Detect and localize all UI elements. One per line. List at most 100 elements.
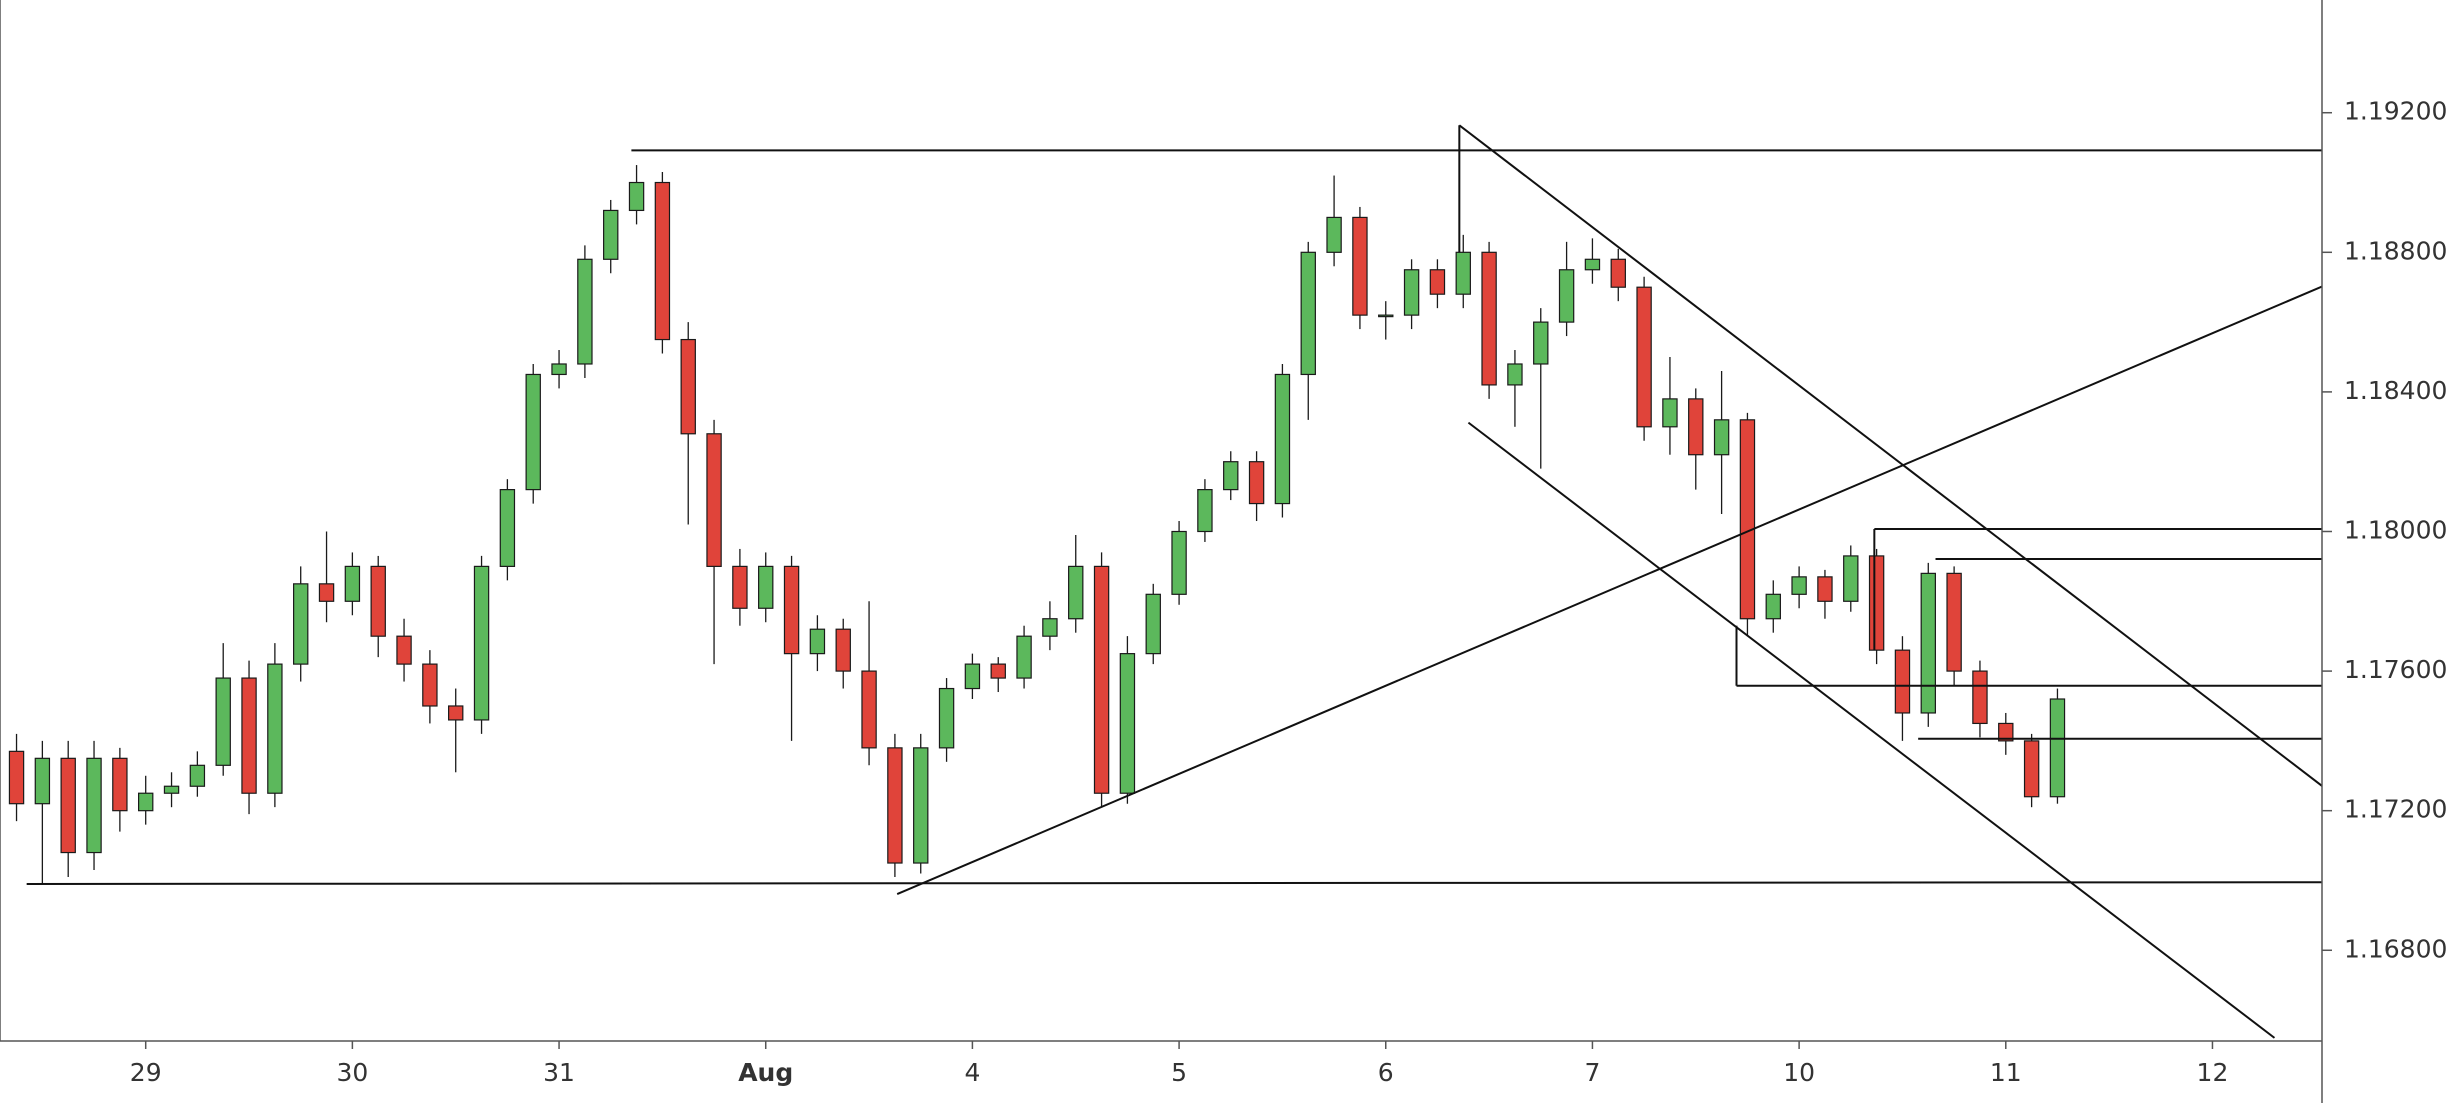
candle-body — [1326, 216, 1342, 253]
candle-body — [1739, 419, 1756, 620]
candle-body — [628, 181, 645, 212]
candle-body — [1429, 269, 1446, 295]
candle-body — [34, 757, 51, 805]
candle-body — [396, 635, 412, 665]
candle-body — [1972, 670, 1988, 725]
candle-body — [835, 628, 851, 672]
candle-body — [448, 705, 464, 721]
candle-body — [1507, 363, 1523, 386]
candle-body — [1093, 565, 1110, 794]
candle-body — [1843, 555, 1859, 602]
x-tick-label: 5 — [1171, 1058, 1187, 1087]
x-tick-label: 12 — [2197, 1058, 2229, 1087]
candle-body — [1533, 321, 1549, 365]
candle-body — [267, 663, 283, 794]
candle-body — [318, 583, 335, 602]
y-tick-label: 1.16800 — [2344, 934, 2447, 963]
candle-body — [2023, 740, 2040, 798]
trend-line — [26, 881, 2322, 885]
candle-body — [1145, 593, 1161, 655]
x-tick-label: 31 — [543, 1058, 575, 1087]
candle-body — [344, 565, 361, 602]
candle-body — [1248, 461, 1265, 505]
candle-body — [1016, 635, 1032, 679]
candle-body — [1688, 398, 1704, 456]
x-tick-label: 7 — [1584, 1058, 1600, 1087]
candle-body — [2049, 698, 2066, 798]
candle-body — [215, 677, 231, 766]
y-tick-label: 1.18000 — [2344, 515, 2447, 544]
candle-body — [1274, 373, 1291, 505]
candle-body — [473, 565, 490, 721]
x-tick-label: 29 — [130, 1058, 162, 1087]
x-tick-label: Aug — [738, 1058, 793, 1087]
candle-body — [1068, 565, 1084, 620]
y-tick-label: 1.17600 — [2344, 655, 2447, 684]
candle-body — [758, 565, 774, 609]
y-tick-label: 1.18400 — [2344, 376, 2447, 405]
candle-body — [706, 433, 722, 567]
y-tick-label: 1.18800 — [2344, 236, 2447, 265]
candle-body — [189, 764, 206, 787]
candle-body — [680, 338, 696, 435]
candle-body — [913, 747, 929, 864]
candle-body — [964, 663, 981, 690]
candle-body — [1197, 489, 1213, 533]
candle-body — [60, 757, 76, 854]
x-tick-label: 11 — [1990, 1058, 2022, 1087]
candle-body — [241, 677, 257, 794]
candle-body — [861, 670, 877, 749]
candle-body — [1765, 593, 1781, 620]
candle-body — [887, 747, 903, 864]
x-tick-label: 30 — [336, 1058, 368, 1087]
candle-body — [1455, 251, 1471, 295]
candle-body — [1584, 258, 1601, 271]
plot-area — [8, 124, 2322, 1039]
candle-body — [1920, 572, 1936, 714]
candle-body — [86, 757, 102, 854]
x-tick-label: 6 — [1378, 1058, 1394, 1087]
candle-body — [990, 663, 1006, 679]
candle-body — [499, 489, 516, 567]
candle-body — [809, 628, 826, 655]
candle-body — [938, 687, 955, 749]
candle-body — [1042, 618, 1058, 637]
candle-body — [732, 565, 748, 609]
candle-body — [163, 785, 180, 794]
candle-body — [783, 565, 800, 655]
candle-body — [1817, 576, 1833, 602]
candle-body — [293, 583, 309, 665]
candle-body — [1636, 286, 1652, 428]
trend-line — [1467, 421, 2276, 1039]
candle-body — [603, 209, 619, 260]
candle-body — [1610, 258, 1626, 288]
trend-line — [1458, 124, 2322, 787]
candle-body — [1894, 649, 1911, 714]
candle-body — [1403, 269, 1420, 316]
x-tick-label: 4 — [964, 1058, 980, 1087]
candle-body — [1662, 398, 1678, 428]
candle-body — [525, 373, 541, 491]
candle-body — [1791, 576, 1807, 595]
candle-body — [1713, 419, 1730, 456]
candle-body — [1481, 251, 1497, 386]
candle-body — [370, 565, 386, 637]
candle-body — [112, 757, 128, 812]
candle-body — [138, 792, 154, 812]
candle-body — [422, 663, 438, 707]
candle-body — [1119, 653, 1136, 794]
candle-body — [1558, 269, 1575, 323]
candle-body — [8, 750, 25, 805]
x-tick-label: 10 — [1783, 1058, 1815, 1087]
candle-body — [1378, 314, 1394, 318]
candle-body — [1352, 216, 1368, 316]
candle-body — [1946, 572, 1962, 672]
trend-line — [896, 285, 2322, 896]
candle-body — [1223, 461, 1239, 491]
axes: 1.19200 1.18800 1.18400 1.18000 1.17600 1.172… — [130, 97, 2448, 1087]
candle-body — [1868, 555, 1885, 651]
y-tick-label: 1.17200 — [2344, 795, 2447, 824]
